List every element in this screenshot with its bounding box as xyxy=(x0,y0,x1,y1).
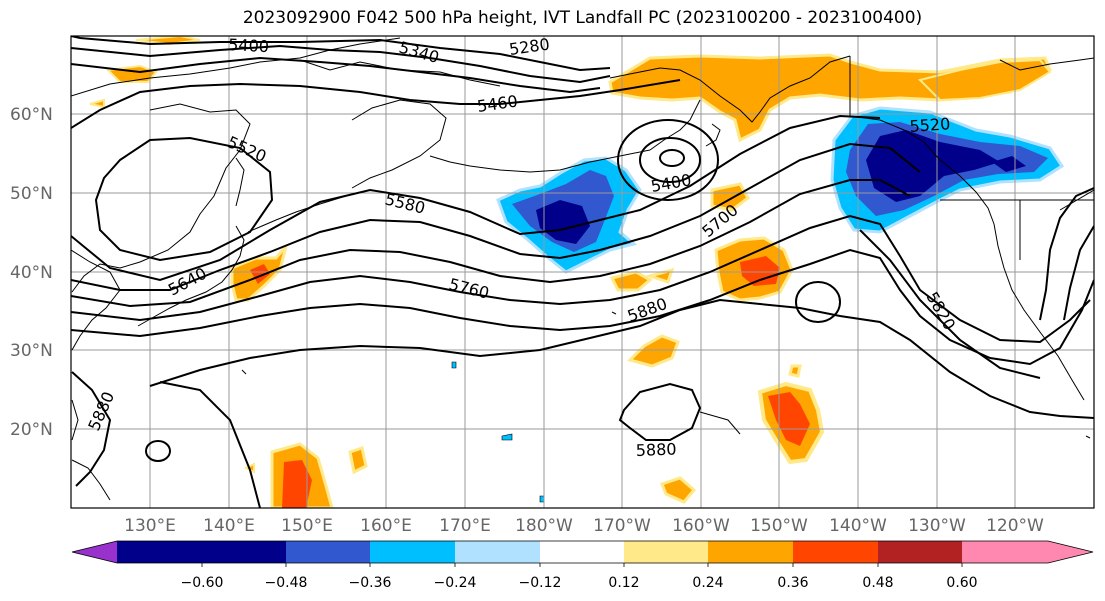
colorbar-extend-high xyxy=(962,541,1093,563)
colorbar-tick-label: −0.36 xyxy=(349,575,392,591)
colorbar-tick-label: −0.12 xyxy=(519,575,562,591)
colorbar-segment xyxy=(202,541,287,563)
alaska-positive-region-2 xyxy=(918,58,1052,102)
colorbar-ticks xyxy=(201,563,963,567)
subtropical-positive-d xyxy=(627,334,680,368)
lat-label: 40°N xyxy=(10,263,53,283)
gulf-alaska-negative-core xyxy=(866,130,1000,202)
colorbar-tick-label: −0.48 xyxy=(265,575,308,591)
lon-label: 120°W xyxy=(986,516,1044,536)
lon-label: 130°W xyxy=(908,516,966,536)
lon-label: 170°W xyxy=(593,516,651,536)
lat-label: 60°N xyxy=(10,105,53,125)
japan-positive-core xyxy=(250,264,270,284)
lon-label: 130°E xyxy=(124,516,176,536)
lon-label: 160°E xyxy=(360,516,412,536)
colorbar: −0.60 −0.48 −0.36 −0.24 −0.12 0.12 0.24 … xyxy=(71,540,1094,591)
inland-negative-core xyxy=(992,156,1026,172)
contour-label: 5280 xyxy=(508,34,551,58)
coastlines xyxy=(71,37,1094,501)
colorbar-tick-label: −0.60 xyxy=(181,575,224,591)
colorbar-segment xyxy=(117,541,202,563)
colorbar-segment xyxy=(455,541,540,563)
small-negative-c xyxy=(539,495,545,503)
central-pacific-negative-core xyxy=(536,200,590,244)
colorbar-segment xyxy=(878,541,963,563)
lon-label: 180°W xyxy=(515,516,573,536)
contour-label: 5880 xyxy=(635,440,676,460)
height-contours xyxy=(71,36,1094,508)
arctic-positive xyxy=(135,36,201,46)
subtropical-positive-a-core xyxy=(740,256,780,286)
colorbar-tick-label: 0.60 xyxy=(946,575,977,591)
lat-label: 50°N xyxy=(10,184,53,204)
lat-label: 30°N xyxy=(10,341,53,361)
lon-label: 140°W xyxy=(829,516,887,536)
colorbar-tick-label: 0.48 xyxy=(862,575,893,591)
lon-label: 160°W xyxy=(672,516,730,536)
lon-label: 140°E xyxy=(203,516,255,536)
contour-label: 5400 xyxy=(228,35,270,56)
colorbar-segment xyxy=(708,541,794,563)
hawaii-positive-small xyxy=(788,364,802,378)
arctic-positive-2 xyxy=(89,98,105,109)
latitude-labels: 60°N 50°N 40°N 30°N 20°N xyxy=(10,105,53,440)
wpac-positive-core xyxy=(282,460,312,508)
colorbar-segment xyxy=(624,541,709,563)
colorbar-segment xyxy=(370,541,456,563)
colorbar-segment xyxy=(286,541,371,563)
contour-label: 5520 xyxy=(909,114,951,136)
map-border xyxy=(70,35,1095,509)
lon-label: 150°E xyxy=(281,516,333,536)
subtropical-positive-c xyxy=(644,267,675,284)
colorbar-tick-label: 0.24 xyxy=(692,575,723,591)
small-negative-b xyxy=(501,433,513,441)
wpac-positive-2 xyxy=(348,446,368,475)
colorbar-extend-low xyxy=(72,541,117,563)
lon-label: 150°W xyxy=(750,516,808,536)
colorbar-segment xyxy=(793,541,878,563)
colorbar-tick-label: 0.12 xyxy=(608,575,639,591)
small-negative-a xyxy=(451,361,457,369)
lat-label: 20°N xyxy=(10,420,53,440)
colorbar-tick-label: −0.24 xyxy=(434,575,477,591)
colorbar-outline xyxy=(71,540,1094,564)
map-title: 2023092900 F042 500 hPa height, IVT Land… xyxy=(242,8,923,28)
tropical-positive-e xyxy=(660,476,697,504)
lon-label: 170°E xyxy=(439,516,491,536)
colorbar-tick-label: 0.36 xyxy=(777,575,808,591)
longitude-labels: 130°E 140°E 150°E 160°E 170°E 180°W 170°… xyxy=(124,516,1044,536)
colorbar-segment xyxy=(540,541,625,563)
